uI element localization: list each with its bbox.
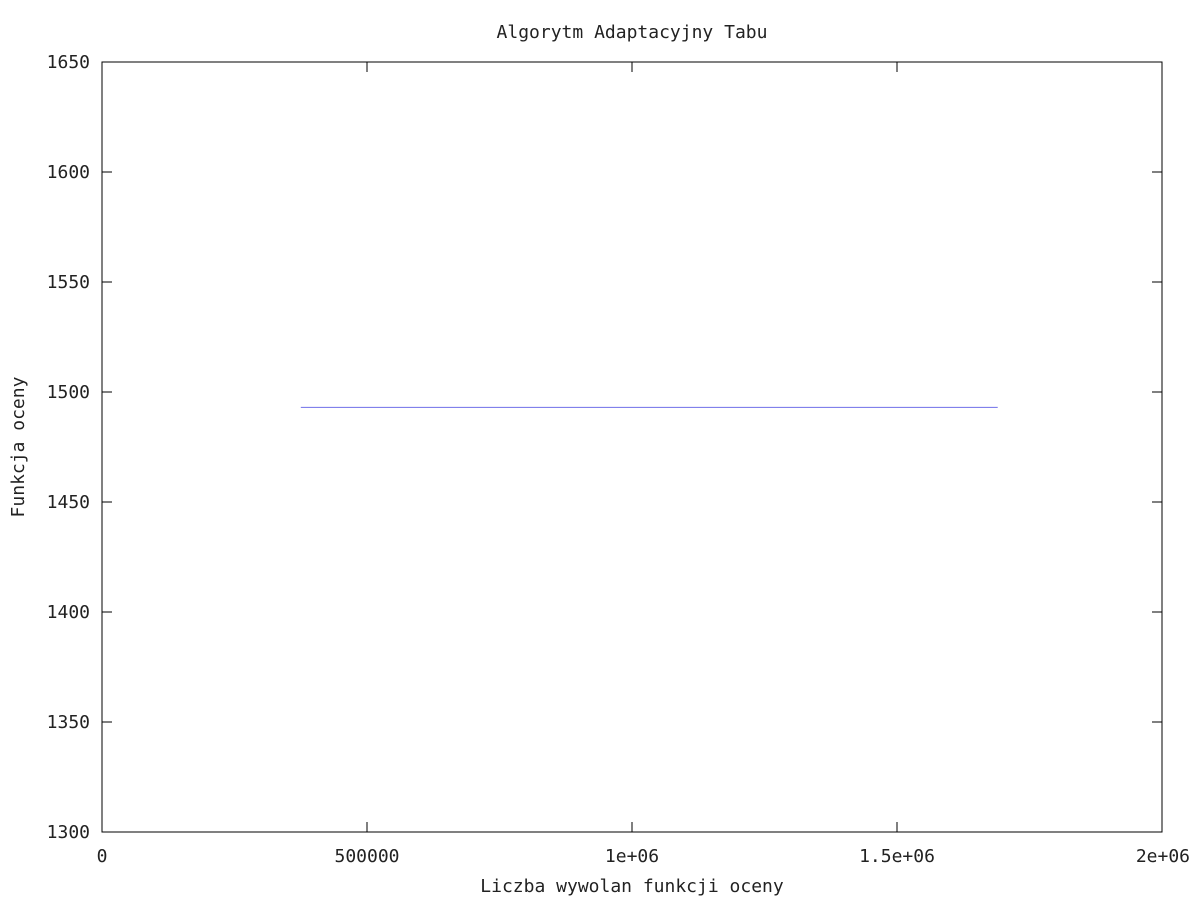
y-tick-label: 1450 xyxy=(47,492,90,513)
y-tick-label: 1650 xyxy=(47,52,90,73)
y-tick-label: 1400 xyxy=(47,602,90,623)
y-tick-label: 1350 xyxy=(47,712,90,733)
x-axis-label: Liczba wywolan funkcji oceny xyxy=(480,876,784,897)
x-tick-label: 0 xyxy=(97,846,108,867)
x-axis: 0 500000 1e+06 1.5e+06 2e+06 xyxy=(97,62,1190,867)
y-tick-label: 1300 xyxy=(47,822,90,843)
y-tick-label: 1550 xyxy=(47,272,90,293)
y-tick-label: 1600 xyxy=(47,162,90,183)
x-tick-label: 1e+06 xyxy=(605,846,659,867)
y-tick-label: 1500 xyxy=(47,382,90,403)
plot-frame xyxy=(101,61,1163,833)
x-tick-label: 500000 xyxy=(334,846,399,867)
x-tick-label: 2e+06 xyxy=(1136,846,1190,867)
chart-title: Algorytm Adaptacyjny Tabu xyxy=(497,22,768,43)
y-axis-label: Funkcja oceny xyxy=(8,376,29,517)
x-tick-label: 1.5e+06 xyxy=(859,846,935,867)
y-axis: 1300 1350 1400 1450 1500 1550 1600 1650 xyxy=(47,52,1162,843)
